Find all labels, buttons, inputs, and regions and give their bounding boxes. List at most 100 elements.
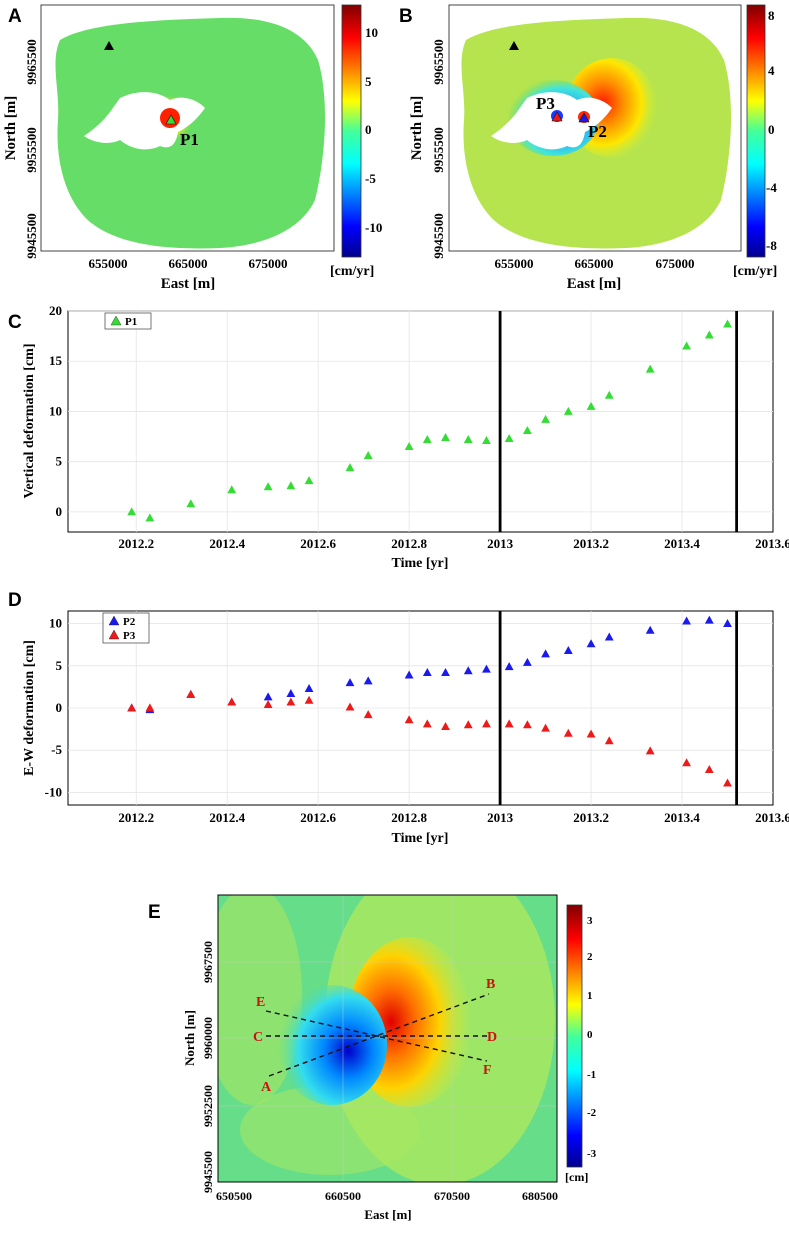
- summit-mask-a: [84, 92, 205, 150]
- colorbar-b-tick: 4: [768, 63, 775, 78]
- chart-c-xlabel: Time [yr]: [392, 556, 449, 571]
- map-b-xlabel: East [m]: [567, 276, 622, 292]
- chart-c-ytick: 15: [49, 353, 63, 368]
- point-p1: [227, 485, 237, 494]
- point-p2: [563, 646, 573, 655]
- point-p3: [522, 720, 532, 729]
- panel-a: A P1 655000 665000 675000 9965500 995550…: [3, 4, 382, 292]
- chart-d-xtick: 2012.4: [209, 810, 245, 825]
- point-p1: [586, 401, 596, 410]
- chart-c-ytick: 10: [49, 403, 62, 418]
- point-p2: [263, 692, 273, 701]
- map-b-xtick: 655000: [495, 256, 534, 271]
- point-p3: [186, 689, 196, 698]
- panel-label-c: C: [8, 312, 22, 333]
- chart-c-ylabel: Vertical deformation [cm]: [22, 344, 37, 499]
- map-e-frame: [217, 894, 558, 1183]
- panel-label-a: A: [8, 6, 22, 27]
- point-p3: [586, 729, 596, 738]
- panel-e: E A B C D: [148, 894, 597, 1222]
- summit-mask-b: [491, 92, 612, 150]
- map-a-xtick: 665000: [169, 256, 208, 271]
- map-b-ylabel: North [m]: [409, 96, 425, 161]
- chart-c-xtick: 2013.4: [664, 536, 700, 551]
- point-p3: [363, 710, 373, 719]
- p2-map-label: P2: [588, 122, 607, 141]
- chart-c-frame: [67, 310, 774, 533]
- point-p2: [541, 649, 550, 658]
- panel-label-d: D: [8, 590, 22, 611]
- point-p2: [345, 678, 355, 687]
- point-p3: [482, 719, 491, 728]
- profile-label-b: B: [486, 977, 495, 992]
- map-a-ytick: 9955500: [24, 127, 39, 173]
- chart-c-xticks: 2012.2 2012.4 2012.6 2012.8 2013 2013.2 …: [118, 536, 789, 551]
- chart-d-xtick: 2012.8: [391, 810, 427, 825]
- point-p1: [704, 330, 714, 339]
- map-e-ytick: 9952500: [201, 1085, 215, 1127]
- point-p1: [645, 364, 655, 373]
- point-p1: [127, 507, 137, 516]
- point-p3: [422, 719, 432, 728]
- profile-label-a: A: [261, 1080, 272, 1095]
- map-e-ylabel: North [m]: [182, 1010, 197, 1066]
- map-b-ytick: 9945500: [431, 213, 446, 259]
- chart-c-xtick: 2013: [487, 536, 514, 551]
- panel-c: C 2012.2 2012.4 2012.6 2012.8 2013 2013.…: [8, 303, 789, 571]
- map-b-ytick: 9965500: [431, 39, 446, 85]
- colorbar-e-tick: 3: [587, 915, 593, 927]
- point-p3: [682, 758, 691, 767]
- point-p2: [504, 662, 514, 671]
- colorbar-a-unit: [cm/yr]: [330, 264, 374, 279]
- profile-labels: A B C D E F: [253, 977, 497, 1095]
- point-p3: [345, 702, 355, 711]
- chart-d-xtick: 2013.4: [664, 810, 700, 825]
- chart-d-xlabel: Time [yr]: [392, 831, 449, 846]
- chart-d-points: [127, 615, 732, 787]
- map-a-xtick: 675000: [249, 256, 288, 271]
- point-p2: [682, 616, 691, 625]
- chart-c-event-lines: [498, 311, 739, 532]
- point-p1: [522, 425, 532, 434]
- map-b-xtick: 675000: [656, 256, 695, 271]
- point-p1: [363, 451, 373, 460]
- map-e-xtick: 660500: [325, 1189, 361, 1203]
- point-p3: [645, 746, 655, 755]
- chart-d-xtick: 2012.2: [118, 810, 154, 825]
- map-e-xticks: 650500 660500 670500 680500: [216, 1189, 558, 1203]
- legend-p3-label: P3: [123, 630, 136, 642]
- colorbar-a-tick: 0: [365, 122, 372, 137]
- point-p2: [404, 670, 414, 679]
- point-p3: [127, 703, 137, 712]
- profile-lines: [265, 993, 490, 1077]
- point-p1: [286, 481, 296, 490]
- legend-p2-marker-icon: [108, 615, 120, 626]
- point-p1: [504, 433, 514, 442]
- map-e-xtick: 670500: [434, 1189, 470, 1203]
- p2-marker-icon: [578, 112, 590, 123]
- colorbar-e: [566, 904, 583, 1168]
- chart-d-grid: [68, 611, 773, 805]
- point-p1: [441, 432, 450, 441]
- point-p3: [227, 697, 237, 706]
- point-p1: [682, 341, 691, 350]
- colorbar-e-tick: 1: [587, 990, 593, 1002]
- map-e-xtick: 650500: [216, 1189, 252, 1203]
- profile-label-e: E: [256, 995, 265, 1010]
- point-p2: [463, 666, 473, 675]
- island-outline-a: [55, 17, 326, 249]
- chart-d-ylabel: E-W deformation [cm]: [22, 640, 37, 776]
- point-p3: [441, 721, 450, 730]
- chart-d-xtick: 2013.6: [755, 810, 789, 825]
- chart-c-xtick: 2012.8: [391, 536, 427, 551]
- map-e-xlabel: East [m]: [364, 1207, 411, 1222]
- chart-c-xtick: 2013.6: [755, 536, 789, 551]
- colorbar-b-tick: 0: [768, 122, 775, 137]
- colorbar-e-tick: -2: [587, 1107, 597, 1119]
- chart-c-xtick: 2013.2: [573, 536, 609, 551]
- chart-d-event-lines: [498, 611, 739, 805]
- p3-map-label: P3: [536, 94, 555, 113]
- map-e-ytick: 9960000: [201, 1017, 215, 1059]
- point-p2: [645, 625, 655, 634]
